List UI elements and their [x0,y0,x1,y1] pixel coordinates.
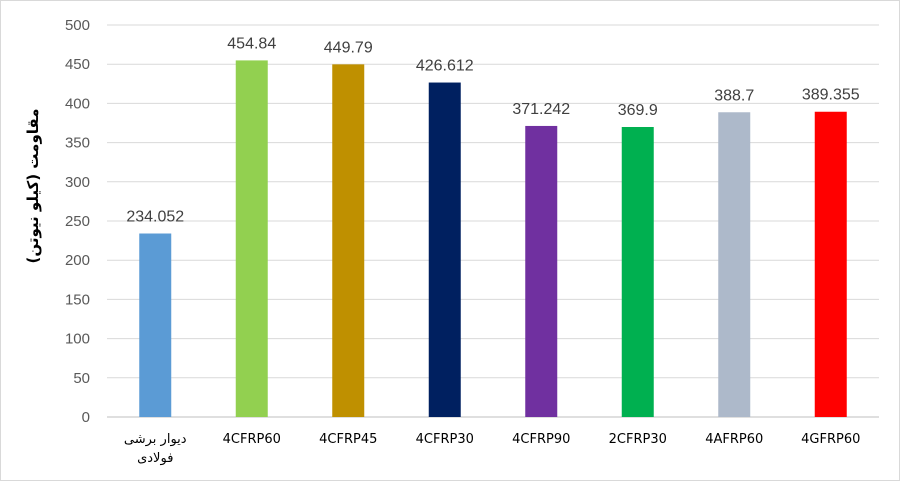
x-category-label: فولادی [137,451,173,466]
y-tick-label: 100 [65,331,90,348]
data-label-2: 454.84 [227,35,276,52]
x-category-label: 4AFRP60 [705,432,763,447]
data-label-5: 371.242 [512,101,570,118]
y-tick-label: 400 [65,95,90,112]
data-label-3: 449.79 [324,39,373,56]
x-category-label: 4GFRP60 [801,432,860,447]
y-tick-label: 450 [65,56,90,73]
gridlines [107,24,879,418]
y-tick-label: 300 [65,174,90,191]
x-category-label: 4CFRP60 [223,432,281,447]
x-category-label: 2CFRP30 [609,432,667,447]
y-tick-label: 200 [65,252,90,269]
data-label-8: 389.355 [802,87,860,104]
bar-7 [718,112,751,417]
y-tick-label: 0 [82,409,90,426]
x-category-label: 4CFRP30 [416,432,474,447]
bar-2 [235,60,268,417]
data-labels: 234.052 454.84 449.79 426.612 371.242 369.9 38… [126,35,859,225]
data-label-1: 234.052 [126,209,184,226]
bars [139,60,847,418]
y-tick-label: 500 [65,17,90,34]
x-category-label: 4CFRP45 [319,432,377,447]
data-label-4: 426.612 [416,58,474,75]
x-axis-categories: دیوار برشی فولادی 4CFRP60 4CFRP45 4CFRP30 4CF… [124,432,860,466]
y-tick-label: 350 [65,135,90,152]
data-label-7: 388.7 [714,87,754,104]
x-category-label: 4CFRP90 [512,432,570,447]
y-tick-label: 250 [65,213,90,230]
y-axis-ticks: 0 50 100 150 200 250 300 350 400 450 500 [65,17,90,426]
bar-5 [525,125,558,417]
data-label-6: 369.9 [618,102,658,119]
x-category-label: دیوار برشی [124,432,187,447]
bar-3 [332,64,365,418]
bar-4 [428,82,461,417]
y-tick-label: 150 [65,291,90,308]
bar-8 [814,111,847,418]
bar-1 [139,233,172,417]
y-tick-label: 50 [73,370,90,387]
bar-6 [621,126,654,417]
